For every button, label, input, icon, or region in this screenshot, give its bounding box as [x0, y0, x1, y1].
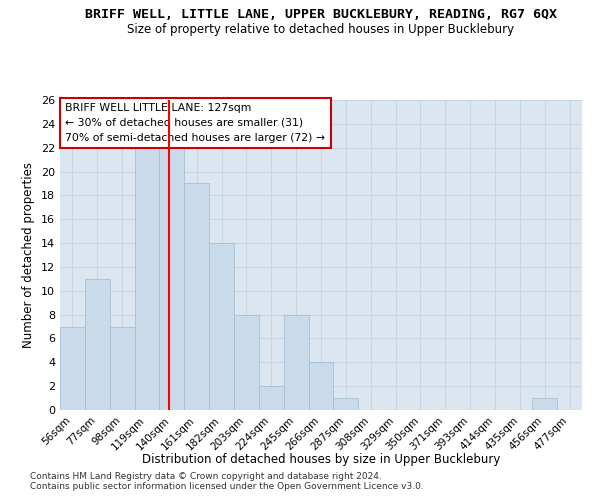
Bar	[284, 314, 308, 410]
Text: Size of property relative to detached houses in Upper Bucklebury: Size of property relative to detached ho…	[127, 22, 515, 36]
Bar	[134, 148, 160, 410]
Bar	[334, 398, 358, 410]
Text: Contains HM Land Registry data © Crown copyright and database right 2024.: Contains HM Land Registry data © Crown c…	[30, 472, 382, 481]
Bar	[209, 243, 234, 410]
Bar	[532, 398, 557, 410]
Text: Contains public sector information licensed under the Open Government Licence v3: Contains public sector information licen…	[30, 482, 424, 491]
Bar	[308, 362, 334, 410]
Y-axis label: Number of detached properties: Number of detached properties	[22, 162, 35, 348]
Bar	[85, 279, 110, 410]
Bar	[184, 184, 209, 410]
Bar	[60, 326, 85, 410]
Bar	[234, 314, 259, 410]
Bar	[160, 148, 184, 410]
Bar	[110, 326, 134, 410]
Text: Distribution of detached houses by size in Upper Bucklebury: Distribution of detached houses by size …	[142, 452, 500, 466]
Bar	[259, 386, 284, 410]
Text: BRIFF WELL LITTLE LANE: 127sqm
← 30% of detached houses are smaller (31)
70% of : BRIFF WELL LITTLE LANE: 127sqm ← 30% of …	[65, 103, 325, 142]
Text: BRIFF WELL, LITTLE LANE, UPPER BUCKLEBURY, READING, RG7 6QX: BRIFF WELL, LITTLE LANE, UPPER BUCKLEBUR…	[85, 8, 557, 20]
